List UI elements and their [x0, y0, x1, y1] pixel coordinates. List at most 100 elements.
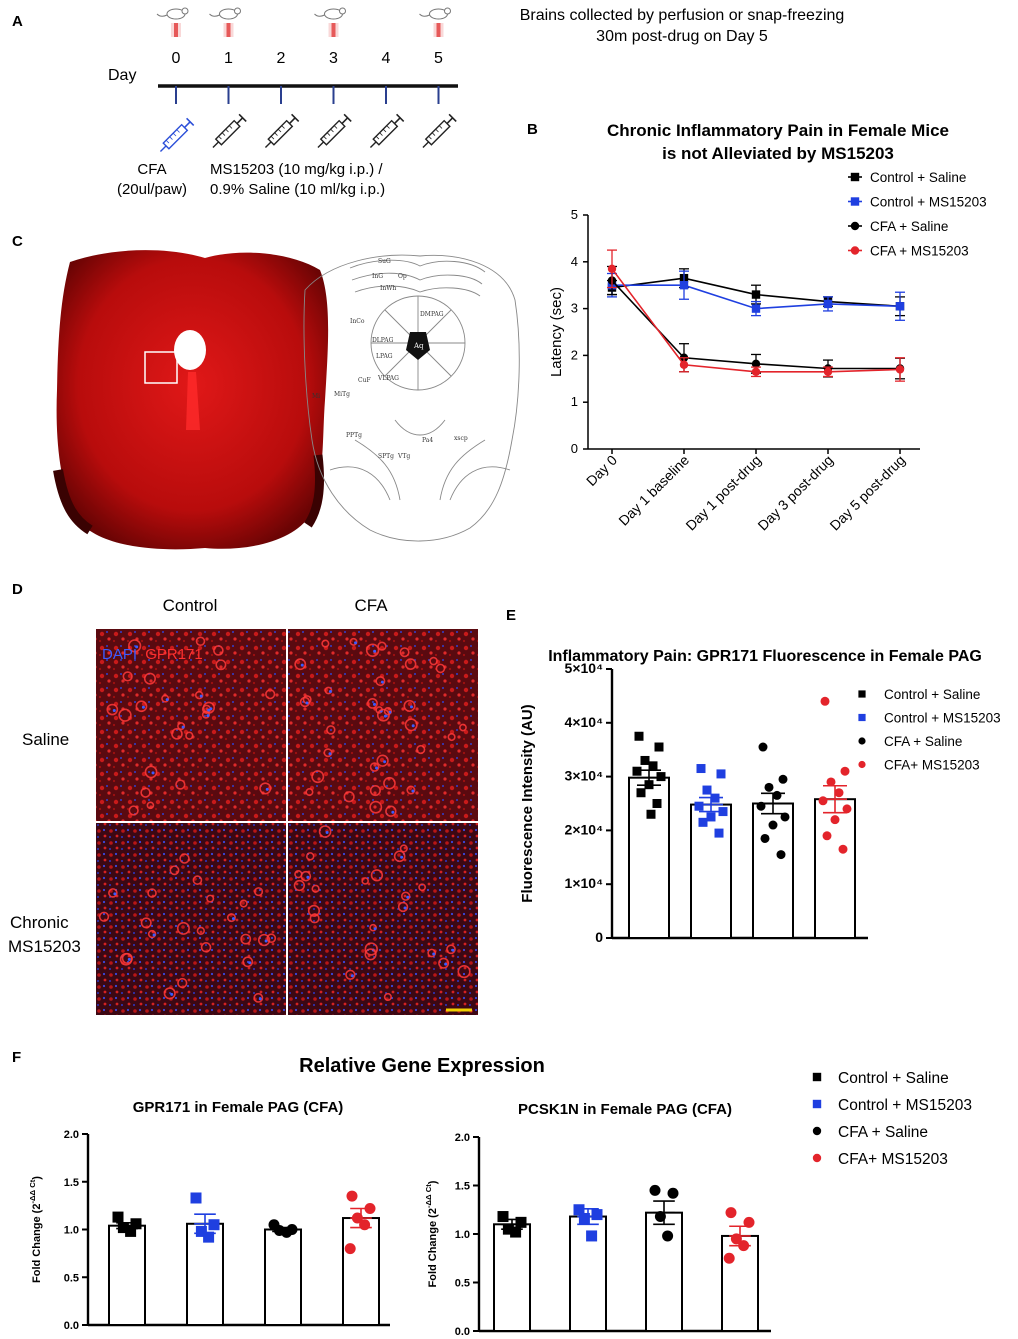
- syringe-tick: [435, 128, 439, 133]
- cell-body: [201, 710, 210, 719]
- cell-body: [376, 708, 390, 722]
- bar: [493, 1223, 531, 1333]
- panel-letter-b: B: [527, 121, 538, 138]
- cell-body: [293, 879, 305, 892]
- data-point: [823, 299, 833, 309]
- data-point: [710, 793, 720, 803]
- region-of-interest-box: [144, 351, 178, 384]
- day-number-5: 5: [434, 50, 443, 67]
- y-tick-label: 1.0: [455, 1229, 470, 1241]
- atlas-label-dmpag: DMPAG: [420, 311, 444, 318]
- syringe-tick: [375, 135, 380, 140]
- x-tick-label: Day 3 post-drug: [754, 452, 836, 534]
- syringe-tick: [277, 128, 282, 133]
- panel-letter-f: F: [12, 1049, 21, 1066]
- legend-label: Control + Saline: [884, 687, 980, 702]
- cell-body: [171, 728, 183, 740]
- day-number-2: 2: [277, 50, 286, 67]
- cell-body: [321, 639, 330, 648]
- dapi-nucleus: [152, 933, 156, 937]
- row-label-line: Chronic: [10, 913, 69, 932]
- bar-group-0: [493, 1211, 531, 1333]
- dapi-nucleus: [411, 789, 415, 793]
- data-point: [648, 761, 658, 771]
- legend-marker: [812, 1126, 822, 1136]
- mouse-head: [339, 7, 346, 15]
- syringe-tick: [330, 128, 334, 133]
- syringe-barrel: [162, 123, 189, 150]
- syringe-plunger-end: [238, 113, 247, 122]
- bar-group-2: [264, 1219, 302, 1326]
- atlas-label-cuf: CuF: [358, 377, 371, 384]
- dapi-nucleus: [328, 752, 332, 756]
- legend-label: Control + MS15203: [884, 711, 1001, 726]
- dapi-nucleus: [165, 698, 169, 702]
- data-point: [515, 1216, 527, 1228]
- bar-group-3: [342, 1190, 380, 1327]
- data-point: [117, 1222, 129, 1234]
- drug-syringe-icon: [369, 113, 405, 149]
- legend-label: CFA + Saline: [838, 1124, 928, 1141]
- cell-body: [369, 800, 383, 814]
- cell-body: [385, 805, 397, 817]
- dapi-nucleus: [383, 760, 387, 764]
- cell-body: [118, 708, 132, 722]
- bar: [108, 1224, 146, 1327]
- cell-body: [206, 894, 215, 903]
- data-point: [644, 780, 654, 790]
- dapi-nucleus: [373, 927, 377, 931]
- legend-label: CFA + MS15203: [870, 244, 969, 259]
- cell-body: [345, 969, 356, 980]
- section-dark-edge: [304, 454, 325, 528]
- dapi-nucleus: [406, 895, 410, 899]
- bar-group-3: [814, 696, 856, 939]
- legend-marker: [850, 172, 860, 182]
- cell-body: [254, 887, 264, 897]
- bar: [645, 1211, 683, 1333]
- cell-body: [177, 977, 188, 989]
- mouse-tail: [314, 13, 325, 17]
- syringe-plunger-end: [343, 113, 352, 122]
- mouse-icon: [314, 7, 346, 37]
- y-tick-label: 4: [571, 254, 578, 269]
- data-point: [764, 782, 774, 792]
- cell-body: [143, 672, 156, 685]
- y-axis-label: Fold Change (2-ΔΔ Ct): [28, 1176, 43, 1283]
- cell-body: [427, 948, 437, 958]
- y-axis-label: Fluorescence Intensity (AU): [519, 704, 536, 902]
- legend-dapi-gpr171: DAPI GPR171: [102, 646, 203, 663]
- y-tick-label: 1.0: [64, 1225, 79, 1237]
- cell-body: [375, 676, 386, 687]
- cell-body: [147, 929, 157, 939]
- dapi-nucleus: [411, 724, 415, 728]
- cell-body: [418, 883, 427, 892]
- data-point: [190, 1192, 202, 1204]
- data-point: [607, 264, 617, 274]
- dapi-nucleus: [113, 892, 117, 896]
- data-point: [679, 281, 689, 290]
- cell-body: [401, 891, 411, 901]
- cell-body: [169, 865, 180, 876]
- bar: [690, 803, 732, 939]
- row-label-saline: Saline: [22, 730, 69, 749]
- y-axis-label: Latency (sec): [548, 287, 565, 377]
- micrograph-control-saline: [96, 629, 286, 821]
- cell-body: [185, 731, 194, 740]
- data-point: [758, 742, 768, 752]
- cell-body: [266, 933, 277, 944]
- cell-body: [294, 658, 307, 671]
- syringe-plunger-end: [448, 113, 457, 122]
- cell-body: [240, 933, 252, 945]
- data-point: [751, 304, 761, 313]
- row-label-line: MS15203: [8, 937, 81, 956]
- legend-marker: [850, 246, 860, 255]
- midline-bright: [186, 372, 200, 430]
- bar-group-2: [752, 742, 794, 939]
- data-point: [591, 1209, 603, 1221]
- data-point: [751, 359, 761, 369]
- atlas-label-inco: InCo: [350, 318, 365, 325]
- injection-mark: [331, 23, 336, 37]
- y-tick-label: 2.0: [455, 1132, 470, 1144]
- data-point: [662, 1230, 674, 1242]
- data-point: [718, 807, 728, 817]
